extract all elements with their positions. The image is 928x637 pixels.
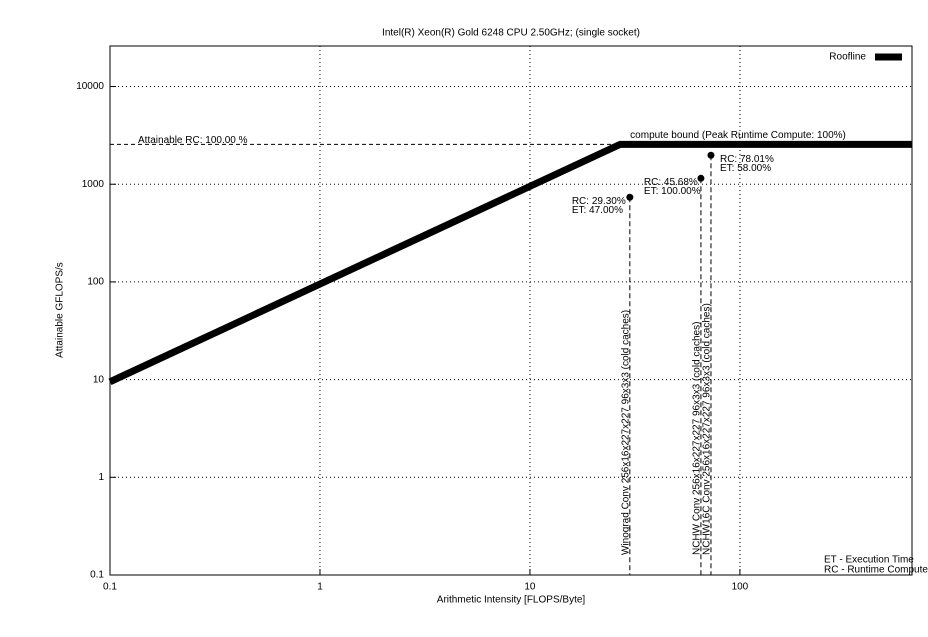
y-tick-label: 1000 bbox=[82, 179, 105, 190]
x-tick-label: 0.1 bbox=[103, 582, 117, 593]
et-label: ET: 47.00% bbox=[572, 205, 623, 216]
kernel-label: NCHW Conv 256x16x227x227 96x3x3 (cold ca… bbox=[692, 322, 703, 555]
x-tick-label: 100 bbox=[732, 582, 749, 593]
y-tick-label: 10 bbox=[93, 374, 105, 385]
y-axis-label: Attainable GFLOPS/s bbox=[55, 262, 66, 358]
kernel-point bbox=[707, 151, 715, 159]
y-tick-label: 0.1 bbox=[90, 570, 104, 581]
chart-title: Intel(R) Xeon(R) Gold 6248 CPU 2.50GHz; … bbox=[382, 28, 640, 39]
legend-label: Roofline bbox=[829, 52, 866, 63]
note: ET - Execution Time bbox=[824, 555, 914, 566]
attainable-label: Attainable RC: 100.00 % bbox=[138, 135, 248, 146]
kernel-point bbox=[697, 174, 705, 182]
kernel-point bbox=[626, 193, 634, 201]
x-tick-label: 1 bbox=[317, 582, 323, 593]
note: RC - Runtime Compute bbox=[824, 565, 928, 576]
et-label: ET: 100.00% bbox=[644, 186, 701, 197]
et-label: ET: 58.00% bbox=[720, 163, 771, 174]
rc-label: RC: 45.68% bbox=[644, 177, 698, 188]
y-tick-label: 1 bbox=[98, 472, 104, 483]
roofline bbox=[108, 140, 912, 385]
y-tick-label: 10000 bbox=[76, 81, 104, 92]
plot-frame bbox=[109, 45, 913, 576]
y-tick-label: 100 bbox=[87, 277, 104, 288]
kernel-label: Winograd Conv 256x16x227x227 96x3x3 (col… bbox=[620, 310, 631, 555]
kernel-label: NCHW16C Conv 256x16x227x227 96x3x3 (cold… bbox=[702, 303, 713, 555]
x-tick-label: 10 bbox=[524, 582, 536, 593]
x-axis-label: Arithmetic Intensity [FLOPS/Byte] bbox=[437, 595, 586, 606]
rc-label: RC: 78.01% bbox=[720, 154, 774, 165]
rc-label: RC: 29.30% bbox=[572, 196, 626, 207]
compute-bound-label: compute bound (Peak Runtime Compute: 100… bbox=[630, 130, 846, 141]
